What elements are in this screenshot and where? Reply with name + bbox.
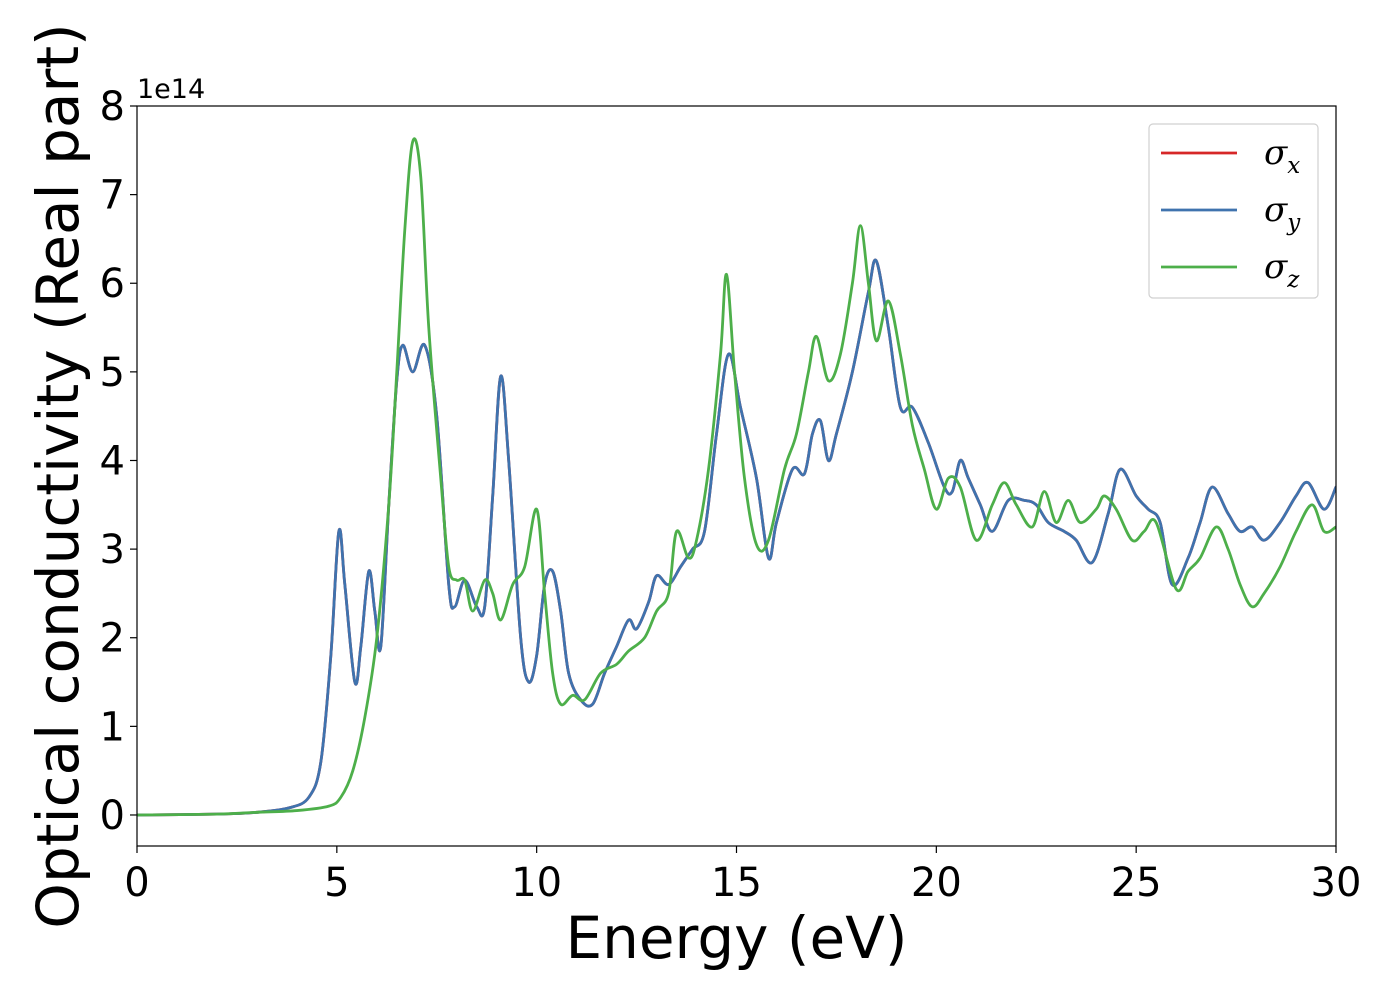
legend: σx σy σz [1148,123,1319,299]
x-tick-label: 25 [1111,860,1162,906]
y-tick-label: 4 [100,438,125,484]
x-tick-label: 20 [911,860,962,906]
y-tick-label: 3 [100,527,125,573]
x-tick-label: 0 [124,860,149,906]
y-tick-label: 5 [100,350,125,396]
y-tick-label: 2 [100,616,125,662]
x-axis-label: Energy (eV) [565,904,907,972]
series-line-x [137,258,1336,817]
x-tick-label: 5 [324,860,349,906]
x-tick-label: 30 [1311,860,1362,906]
series-line-z [137,137,1336,817]
legend-label-y: σy [1264,190,1301,236]
series-lines [137,137,1336,817]
y-tick-label: 7 [100,173,125,219]
x-tick-label: 15 [711,860,762,906]
legend-label-z: σz [1264,247,1300,293]
legend-label-x: σx [1264,133,1300,179]
series-line-y [137,258,1336,817]
x-tick-label: 10 [511,860,562,906]
y-tick-label: 0 [100,793,125,839]
y-axis-label: Optical conductivity (Real part) [24,23,92,928]
y-tick-label: 6 [100,261,125,307]
y-tick-label: 8 [100,84,125,130]
y-tick-label: 1 [100,704,125,750]
y-offset-label: 1e14 [137,74,205,105]
plot-area: 0 5 10 15 20 25 30 0 1 2 3 4 5 6 7 8 [100,84,1362,906]
